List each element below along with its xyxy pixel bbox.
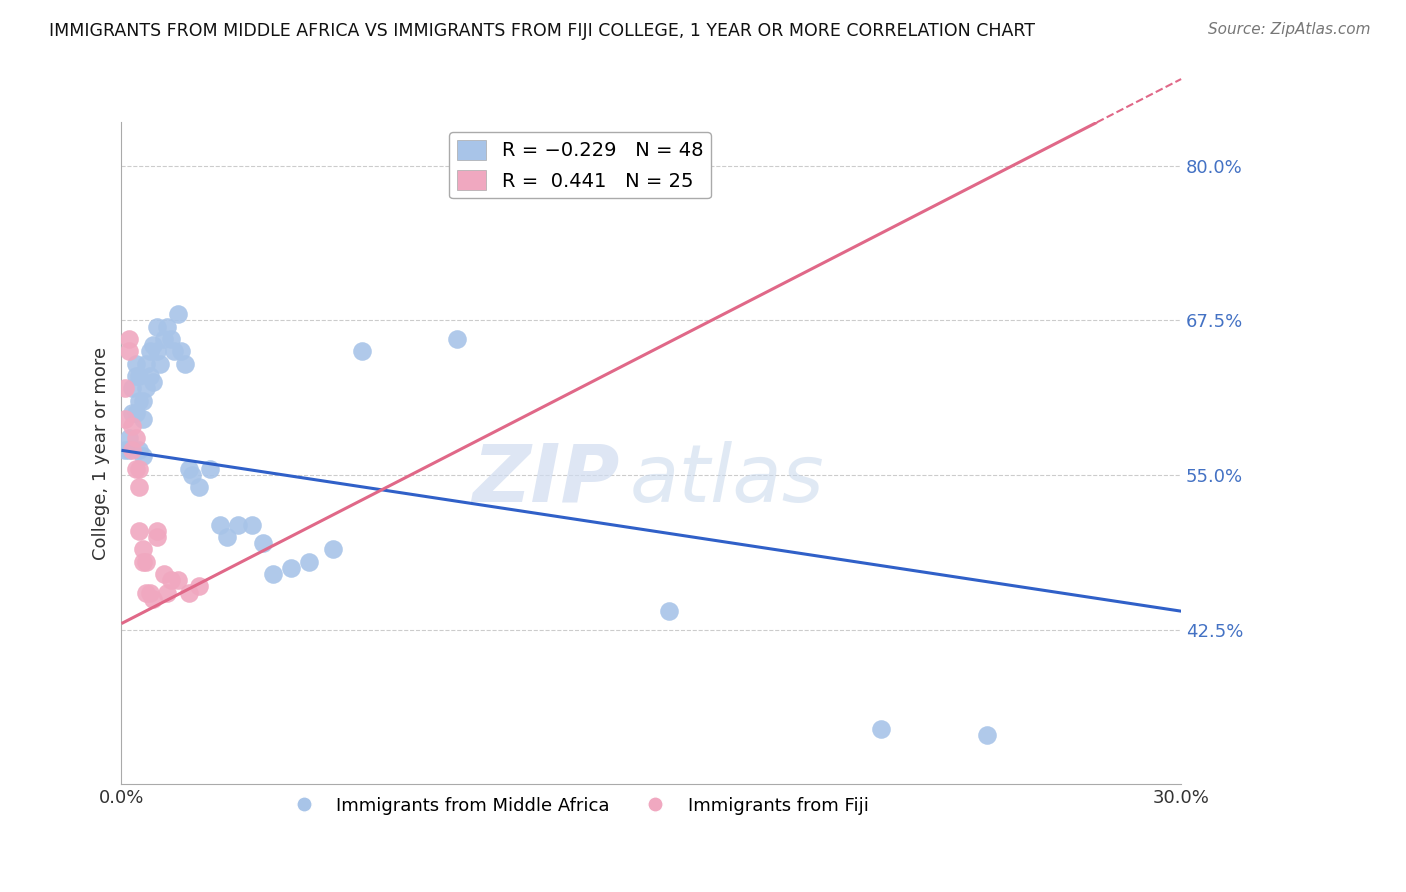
Point [226, 517, 249, 532]
Point [138, 344, 160, 359]
Point [142, 338, 165, 352]
Point [135, 357, 157, 371]
Point [117, 332, 139, 346]
Point [149, 357, 172, 371]
Point [298, 555, 321, 569]
Point [131, 450, 153, 464]
Point [145, 524, 167, 538]
Point [153, 567, 176, 582]
Point [153, 332, 176, 346]
Point [188, 579, 211, 593]
Point [170, 344, 193, 359]
Point [135, 381, 157, 395]
Point [131, 412, 153, 426]
Point [128, 443, 150, 458]
Point [114, 381, 136, 395]
Point [167, 573, 190, 587]
Point [117, 344, 139, 359]
Point [658, 604, 681, 618]
Point [177, 585, 200, 599]
Point [240, 517, 263, 532]
Point [976, 728, 998, 742]
Point [124, 369, 146, 384]
Point [280, 561, 302, 575]
Point [446, 332, 468, 346]
Point [128, 480, 150, 494]
Text: IMMIGRANTS FROM MIDDLE AFRICA VS IMMIGRANTS FROM FIJI COLLEGE, 1 YEAR OR MORE CO: IMMIGRANTS FROM MIDDLE AFRICA VS IMMIGRA… [49, 22, 1035, 40]
Point [131, 393, 153, 408]
Point [145, 319, 167, 334]
Point [131, 542, 153, 557]
Point [128, 462, 150, 476]
Point [870, 722, 893, 736]
Point [131, 555, 153, 569]
Point [174, 357, 197, 371]
Point [138, 369, 160, 384]
Point [163, 344, 186, 359]
Point [128, 369, 150, 384]
Point [135, 555, 157, 569]
Point [121, 381, 143, 395]
Point [135, 585, 157, 599]
Point [114, 412, 136, 426]
Point [181, 468, 204, 483]
Point [350, 344, 373, 359]
Text: ZIP: ZIP [472, 441, 620, 519]
Point [121, 443, 143, 458]
Point [322, 542, 344, 557]
Legend: Immigrants from Middle Africa, Immigrants from Fiji: Immigrants from Middle Africa, Immigrant… [278, 789, 876, 822]
Y-axis label: College, 1 year or more: College, 1 year or more [93, 347, 110, 560]
Point [124, 431, 146, 445]
Point [117, 443, 139, 458]
Text: atlas: atlas [630, 441, 825, 519]
Point [156, 319, 179, 334]
Point [167, 307, 190, 321]
Point [124, 406, 146, 420]
Point [188, 480, 211, 494]
Point [217, 530, 239, 544]
Point [160, 332, 183, 346]
Point [252, 536, 274, 550]
Point [198, 462, 221, 476]
Point [124, 357, 146, 371]
Point [145, 530, 167, 544]
Point [160, 573, 183, 587]
Point [262, 567, 284, 582]
Point [128, 524, 150, 538]
Point [124, 462, 146, 476]
Text: Source: ZipAtlas.com: Source: ZipAtlas.com [1208, 22, 1371, 37]
Point [177, 462, 200, 476]
Point [142, 591, 165, 606]
Point [138, 585, 160, 599]
Point [117, 431, 139, 445]
Point [121, 406, 143, 420]
Point [156, 585, 179, 599]
Point [142, 376, 165, 390]
Point [209, 517, 232, 532]
Point [128, 393, 150, 408]
Point [114, 443, 136, 458]
Point [121, 418, 143, 433]
Point [145, 344, 167, 359]
